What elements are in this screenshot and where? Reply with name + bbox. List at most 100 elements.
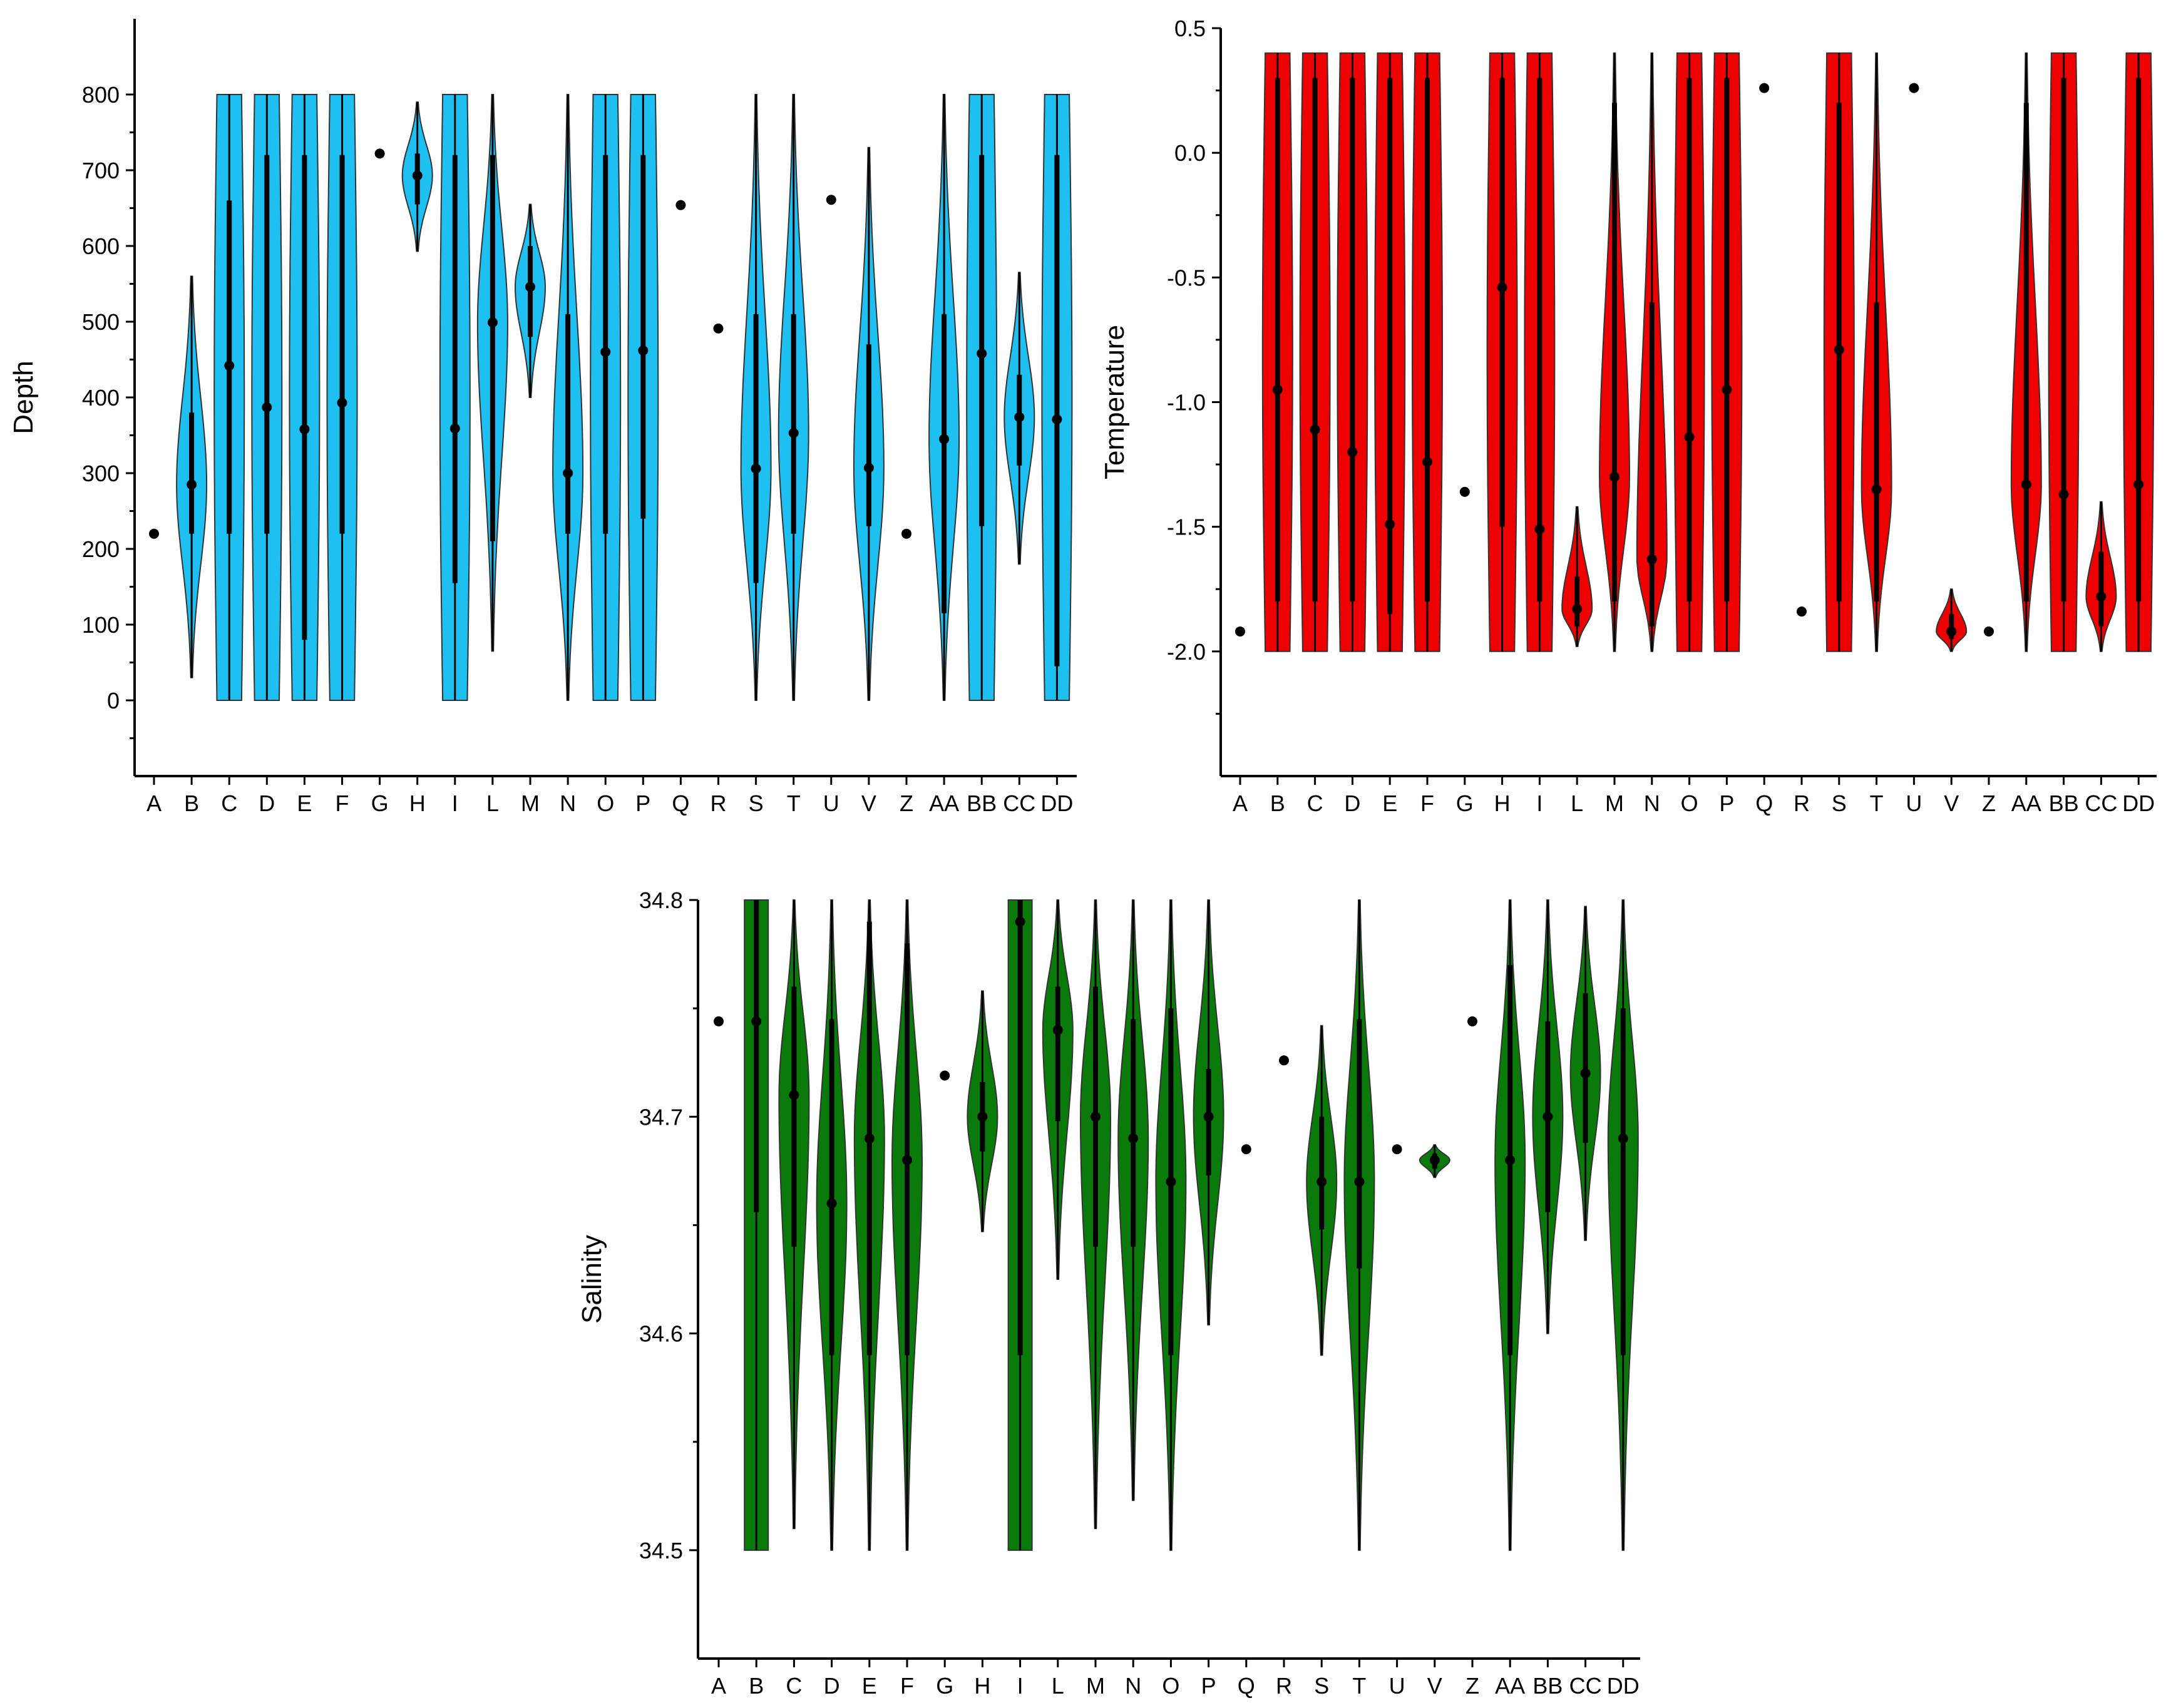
x-tick-label-b: B bbox=[1270, 790, 1285, 816]
y-axis-title: Temperature bbox=[1099, 325, 1130, 479]
y-tick-label: 300 bbox=[82, 461, 120, 486]
median-point bbox=[1385, 519, 1395, 529]
median-point bbox=[2021, 479, 2031, 489]
violin-h bbox=[967, 990, 998, 1232]
median-point bbox=[1091, 1112, 1101, 1122]
median-point bbox=[149, 528, 159, 539]
median-point bbox=[1317, 1177, 1327, 1187]
median-point bbox=[1354, 1177, 1365, 1187]
y-tick-label: 34.7 bbox=[639, 1104, 683, 1130]
median-point bbox=[751, 463, 761, 474]
y-tick-label: 0 bbox=[107, 688, 120, 713]
violin-a bbox=[714, 1016, 724, 1026]
violin-p bbox=[627, 94, 659, 701]
median-point bbox=[2096, 591, 2107, 602]
median-point bbox=[788, 427, 799, 438]
median-point bbox=[713, 323, 724, 334]
x-tick-label-t: T bbox=[1352, 1673, 1366, 1699]
violin-aa bbox=[928, 94, 960, 701]
median-point bbox=[1166, 1177, 1176, 1187]
x-tick-label-n: N bbox=[560, 790, 576, 816]
x-tick-label-e: E bbox=[1382, 790, 1397, 816]
x-tick-label-c: C bbox=[1307, 790, 1323, 816]
x-tick-label-f: F bbox=[1420, 790, 1434, 816]
violin-dd bbox=[1041, 94, 1073, 701]
median-point bbox=[187, 479, 197, 490]
violin-e bbox=[853, 899, 885, 1551]
violin-o bbox=[590, 94, 622, 701]
median-point bbox=[977, 348, 987, 359]
violin-d bbox=[1337, 52, 1368, 652]
x-tick-label-g: G bbox=[371, 790, 389, 816]
x-tick-label-z: Z bbox=[900, 790, 913, 816]
violin-h bbox=[1486, 52, 1518, 652]
violin-bb bbox=[1532, 899, 1564, 1334]
median-point bbox=[1128, 1133, 1139, 1143]
violin-bb bbox=[2048, 52, 2080, 652]
violin-z bbox=[1984, 626, 1994, 637]
x-tick-label-m: M bbox=[1605, 790, 1624, 816]
x-tick-label-o: O bbox=[597, 790, 614, 816]
x-tick-label-f: F bbox=[336, 790, 349, 816]
median-point bbox=[600, 347, 611, 357]
median-point bbox=[1722, 384, 1732, 395]
x-tick-label-bb: BB bbox=[2049, 790, 2079, 816]
violin-c bbox=[778, 899, 810, 1530]
violin-a bbox=[1235, 626, 1245, 637]
violin-m bbox=[1079, 899, 1112, 1530]
median-point bbox=[374, 148, 385, 159]
median-point bbox=[977, 1112, 988, 1122]
x-tick-label-e: E bbox=[862, 1673, 877, 1699]
x-tick-label-b: B bbox=[184, 790, 199, 816]
y-tick-label: 34.5 bbox=[639, 1538, 683, 1563]
median-point bbox=[1505, 1155, 1516, 1165]
violin-s bbox=[1823, 52, 1855, 652]
x-tick-label-a: A bbox=[711, 1673, 726, 1699]
violin-l bbox=[476, 94, 508, 652]
median-point bbox=[1422, 457, 1432, 468]
x-tick-label-p: P bbox=[635, 790, 650, 816]
violin-dd bbox=[1607, 899, 1639, 1551]
x-tick-label-q: Q bbox=[1238, 1673, 1255, 1699]
median-point bbox=[1580, 1068, 1591, 1079]
x-tick-label-s: S bbox=[749, 790, 764, 816]
violin-i bbox=[439, 94, 471, 701]
violin-r bbox=[713, 323, 724, 334]
violin-v bbox=[1936, 588, 1968, 652]
x-tick-label-cc: CC bbox=[1569, 1673, 1602, 1699]
median-point bbox=[751, 1016, 762, 1026]
median-point bbox=[1459, 486, 1470, 497]
violin-l bbox=[1042, 899, 1074, 1280]
median-point bbox=[262, 402, 272, 412]
median-point bbox=[1241, 1144, 1251, 1155]
x-tick-label-n: N bbox=[1125, 1673, 1141, 1699]
median-point bbox=[487, 317, 498, 328]
violin-aa bbox=[2010, 52, 2042, 652]
y-tick-label: 0.5 bbox=[1174, 16, 1206, 41]
violin-n bbox=[1636, 52, 1668, 652]
x-tick-label-a: A bbox=[1233, 790, 1248, 816]
violin-t bbox=[1861, 52, 1892, 652]
median-point bbox=[1235, 626, 1245, 637]
violin-m bbox=[1598, 52, 1631, 652]
median-point bbox=[299, 424, 310, 434]
y-tick-label: 34.8 bbox=[639, 887, 683, 913]
violin-bb bbox=[966, 94, 998, 701]
y-tick-label: -1.0 bbox=[1167, 390, 1206, 416]
violin-p bbox=[1711, 52, 1743, 652]
median-point bbox=[1429, 1155, 1440, 1165]
violin-r bbox=[1279, 1055, 1289, 1066]
x-tick-label-f: F bbox=[900, 1673, 914, 1699]
median-point bbox=[940, 1070, 950, 1081]
x-tick-label-d: D bbox=[259, 790, 275, 816]
violin-cc bbox=[1003, 272, 1035, 565]
median-point bbox=[525, 282, 535, 292]
median-point bbox=[902, 1155, 912, 1165]
violin-l bbox=[1561, 506, 1593, 647]
x-tick-label-m: M bbox=[521, 790, 540, 816]
median-point bbox=[1618, 1133, 1628, 1143]
x-tick-label-cc: CC bbox=[2085, 790, 2117, 816]
y-tick-label: 700 bbox=[82, 158, 120, 183]
violin-f bbox=[1412, 52, 1443, 652]
violin-b bbox=[1261, 52, 1293, 652]
